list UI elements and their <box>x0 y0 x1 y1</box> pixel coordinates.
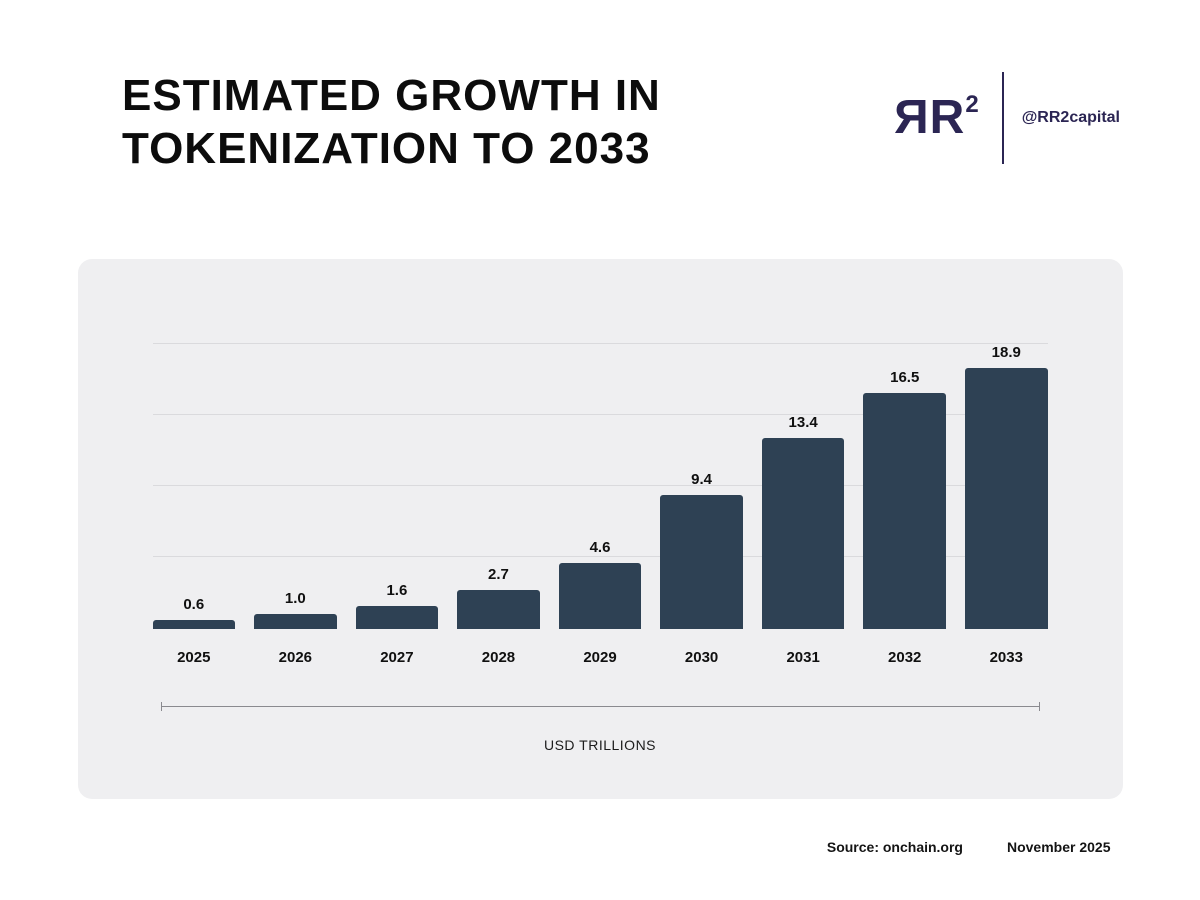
plot-area: 0.6 1.0 1.6 2.7 4.6 9.4 13.4 16.5 18.9 <box>152 342 1048 629</box>
bar-value-label: 1.0 <box>284 590 306 608</box>
title-accent-bar <box>90 70 107 174</box>
header: ESTIMATED GROWTH IN TOKENIZATION TO 2033… <box>0 0 1200 176</box>
bar-value-label: 13.4 <box>788 413 818 431</box>
year-label: 2027 <box>380 648 414 666</box>
bar <box>660 494 743 629</box>
accent-teal-block <box>90 70 107 122</box>
bar-column: 9.4 <box>660 344 743 629</box>
bar-column: 4.6 <box>558 344 642 629</box>
x-axis-line <box>160 701 1040 711</box>
bar-column: 1.6 <box>355 344 439 629</box>
rr2-logo: ЯR2 <box>894 91 980 144</box>
year-label: 2033 <box>989 648 1023 666</box>
gridline <box>152 485 1048 487</box>
source-text: Source: onchain.org <box>826 838 963 855</box>
bar-column: 16.5 <box>863 344 946 629</box>
chart-card: 0.6 1.0 1.6 2.7 4.6 9.4 13.4 16.5 18.9 2025 2026 2… <box>77 258 1123 799</box>
page-title-line2: TOKENIZATION TO 2033 <box>122 123 651 173</box>
bar-value-label: 9.4 <box>691 470 713 488</box>
bar-value-label: 18.9 <box>991 343 1021 361</box>
bar-column: 0.6 <box>152 344 236 629</box>
year-label: 2030 <box>684 648 719 666</box>
bar-value-label: 4.6 <box>589 539 611 557</box>
bar <box>863 393 946 629</box>
bar <box>355 605 439 629</box>
bar-column: 13.4 <box>761 344 845 629</box>
bar-column: 18.9 <box>965 344 1048 629</box>
year-label: 2029 <box>583 648 617 666</box>
bar-column: 1.0 <box>254 344 337 629</box>
year-label: 2025 <box>177 648 211 666</box>
gridline <box>152 342 1048 344</box>
bar-value-label: 2.7 <box>488 566 509 584</box>
bar-value-label: 0.6 <box>183 596 205 614</box>
year-label: 2031 <box>786 648 820 666</box>
date-text: November 2025 <box>1006 838 1111 855</box>
bar <box>558 563 642 629</box>
gridline <box>152 413 1048 415</box>
page-title-line1: ESTIMATED GROWTH IN <box>122 71 661 120</box>
year-label: 2026 <box>278 648 313 666</box>
bars: 0.6 1.0 1.6 2.7 4.6 9.4 13.4 16.5 18.9 <box>152 344 1048 629</box>
x-axis-label: USD TRILLIONS <box>543 736 657 753</box>
year-label: 2032 <box>888 648 922 666</box>
bar <box>761 437 845 629</box>
gridline <box>152 556 1048 558</box>
brand-divider <box>1001 72 1004 164</box>
bar-value-label: 1.6 <box>386 581 408 599</box>
bar <box>457 590 540 629</box>
year-label: 2028 <box>481 648 516 666</box>
bar <box>965 367 1048 629</box>
bar-column: 2.7 <box>457 344 540 629</box>
year-labels: 2025 2026 2027 2028 2029 2030 2031 2032 2033 <box>153 649 1048 666</box>
footer: Source: onchain.org November 2025 <box>78 839 1123 855</box>
logo-text: ЯR <box>894 91 966 144</box>
bar-value-label: 16.5 <box>890 369 920 387</box>
bar <box>152 620 236 629</box>
logo-superscript: 2 <box>965 91 980 118</box>
accent-orange-block <box>90 122 107 174</box>
brand-block: ЯR2 @RR2capital <box>894 72 1120 164</box>
page-title: ESTIMATED GROWTH IN TOKENIZATION TO 2033 <box>122 70 661 176</box>
social-handle: @RR2capital <box>1021 109 1120 126</box>
bar <box>254 614 337 629</box>
